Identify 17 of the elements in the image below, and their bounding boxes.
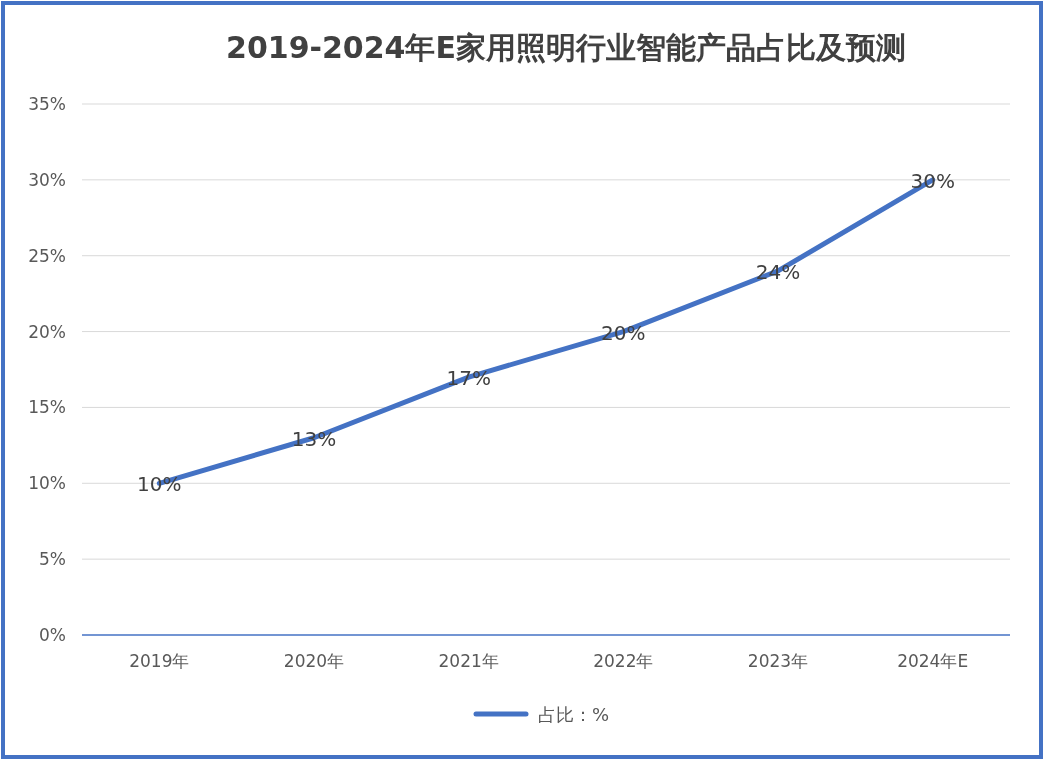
y-tick-label: 15%	[28, 397, 66, 418]
x-tick-label: 2023年	[747, 651, 809, 671]
x-tick-label: 2020年	[283, 651, 345, 671]
x-tick-label: 2021年	[438, 651, 499, 671]
y-tick-label: 30%	[28, 169, 66, 190]
x-tick-label: 2022年	[593, 651, 654, 671]
y-tick-label: 10%	[28, 473, 66, 494]
y-tick-label: 0%	[39, 625, 66, 645]
y-tick-label: 20%	[28, 321, 66, 342]
y-tick-label: 35%	[28, 94, 66, 114]
y-tick-label: 5%	[39, 549, 66, 570]
x-tick-label: 2019年	[129, 651, 190, 671]
data-label: 10%	[137, 472, 182, 497]
x-tick-label: 2024年E	[897, 651, 969, 671]
legend-label: 占比：%	[538, 704, 610, 725]
y-tick-label: 25%	[28, 245, 66, 266]
chart-title: 2019-2024年E家用照明行业智能产品占比及预测	[226, 30, 906, 65]
